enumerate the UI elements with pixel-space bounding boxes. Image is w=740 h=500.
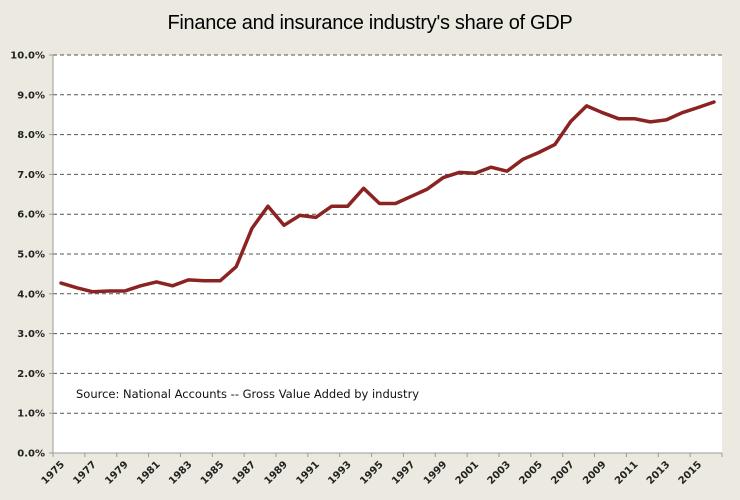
x-tick-label: 2001 xyxy=(454,459,481,486)
y-tick-label: 7.0% xyxy=(17,170,45,181)
x-tick-label: 1989 xyxy=(263,459,290,486)
x-tick-label: 1985 xyxy=(199,459,226,486)
x-tick-label: 1987 xyxy=(231,459,258,486)
x-tick-label: 2013 xyxy=(645,459,672,486)
x-tick-label: 2009 xyxy=(581,459,608,486)
x-tick-label: 1993 xyxy=(326,459,353,486)
y-tick-label: 5.0% xyxy=(17,250,45,261)
y-tick-label: 8.0% xyxy=(17,130,45,141)
y-tick-label: 2.0% xyxy=(17,369,45,380)
x-tick-label: 2005 xyxy=(517,459,544,486)
x-tick-label: 2003 xyxy=(486,459,513,486)
y-tick-label: 9.0% xyxy=(17,90,45,101)
x-axis-ticks: 1975 1977 1979 1981 1983 1985 1987 1989 1991 1993… xyxy=(40,453,723,487)
x-tick-label: 2011 xyxy=(613,459,640,486)
chart-title: Finance and insurance industry's share o… xyxy=(167,12,573,34)
x-tick-label: 1975 xyxy=(40,459,67,486)
y-tick-label: 3.0% xyxy=(17,329,45,340)
series-line xyxy=(59,100,716,294)
x-tick-label: 1995 xyxy=(358,459,385,486)
y-tick-label: 0.0% xyxy=(17,449,45,460)
x-tick-label: 1991 xyxy=(294,459,321,486)
x-tick-label: 1979 xyxy=(103,459,130,486)
x-tick-label: 2007 xyxy=(549,459,576,486)
y-tick-label: 6.0% xyxy=(17,210,45,221)
y-tick-label: 4.0% xyxy=(17,289,45,300)
plot-area xyxy=(53,55,722,453)
x-tick-label: 1977 xyxy=(71,459,98,486)
y-tick-label: 10.0% xyxy=(10,51,45,62)
source-annotation: Source: National Accounts -- Gross Value… xyxy=(76,387,419,401)
y-tick-label: 1.0% xyxy=(17,409,45,420)
x-tick-label: 1981 xyxy=(135,459,162,486)
x-tick-label: 1983 xyxy=(167,459,194,486)
x-tick-label: 1999 xyxy=(422,459,449,486)
x-tick-label: 2015 xyxy=(677,459,704,486)
series-group xyxy=(59,100,716,294)
x-tick-label: 1997 xyxy=(390,459,417,486)
y-axis-ticks: 0.0% 1.0% 2.0% 3.0% 4.0% 5.0% 6.0% 7.0% 8.0% 9.0%… xyxy=(10,51,53,460)
